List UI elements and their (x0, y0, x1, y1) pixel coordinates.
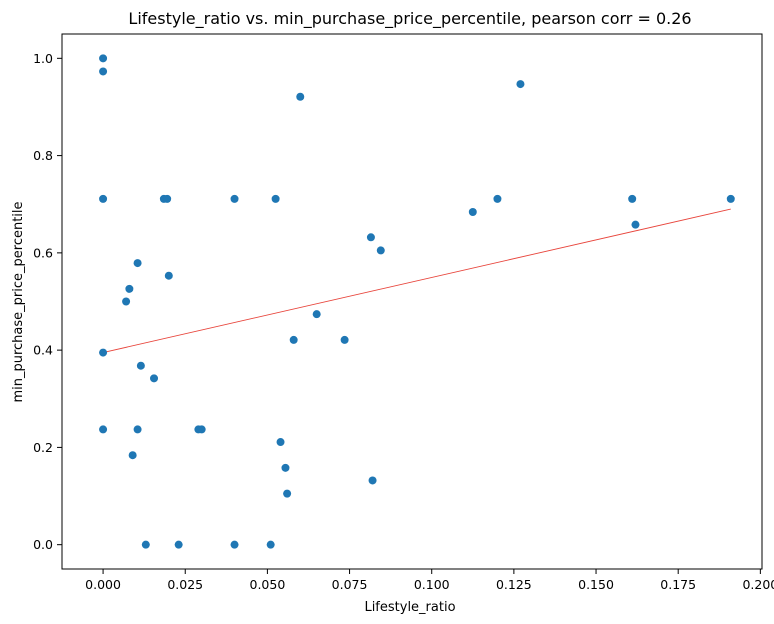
plot-area (61, 33, 763, 570)
x-tick-label: 0.100 (414, 577, 450, 592)
y-tick-label: 1.0 (33, 51, 53, 66)
y-tick-label: 0.8 (33, 148, 53, 163)
x-tick-label: 0.200 (742, 577, 774, 592)
x-tick-label: 0.050 (250, 577, 286, 592)
scatter-point (230, 194, 239, 203)
scatter-point (133, 259, 142, 268)
y-tick-label: 0.4 (33, 343, 53, 358)
scatter-point (468, 208, 477, 217)
trend-line (102, 208, 731, 354)
scatter-point (150, 374, 159, 383)
scatter-point (312, 310, 321, 319)
scatter-point (340, 335, 349, 344)
x-tick-label: 0.025 (167, 577, 203, 592)
scatter-point (174, 540, 183, 549)
x-tick-label: 0.000 (85, 577, 121, 592)
y-axis: 0.0 0.2 0.4 0.6 0.8 1.0 (33, 51, 62, 552)
x-tick-label: 0.075 (332, 577, 368, 592)
scatter-point (136, 361, 145, 370)
x-tick-label: 0.125 (496, 577, 532, 592)
x-axis-label: Lifestyle_ratio (364, 600, 455, 615)
scatter-point (628, 194, 637, 203)
scatter-point (283, 489, 292, 498)
scatter-point (276, 438, 285, 447)
x-tick-label: 0.175 (660, 577, 696, 592)
scatter-point (296, 92, 305, 101)
scatter-point (368, 476, 377, 485)
scatter-point (726, 194, 735, 203)
scatter-point (122, 297, 131, 306)
scatter-point (631, 220, 640, 229)
scatter-point (141, 540, 150, 549)
scatter-point (163, 194, 172, 203)
scatter-points (99, 54, 735, 549)
scatter-point (99, 348, 108, 357)
scatter-point (99, 67, 108, 76)
scatter-point (266, 540, 275, 549)
scatter-point (493, 194, 502, 203)
x-axis: 0.000 0.025 0.050 0.075 0.100 0.125 0.150 0.175… (85, 569, 774, 592)
scatter-point (366, 233, 375, 242)
scatter-point (197, 425, 206, 434)
scatter-point (133, 425, 142, 434)
scatter-point (99, 54, 108, 63)
trend-line-group (102, 208, 731, 354)
scatter-point (516, 80, 525, 89)
scatter-point (376, 246, 385, 255)
scatter-point (99, 425, 108, 434)
scatter-point (230, 540, 239, 549)
scatter-point (289, 335, 298, 344)
chart-title: Lifestyle_ratio vs. min_purchase_price_p… (128, 9, 691, 29)
scatter-point (128, 451, 137, 460)
scatter-point (271, 194, 280, 203)
y-tick-label: 0.0 (33, 537, 53, 552)
y-axis-label: min_purchase_price_percentile (11, 201, 26, 402)
scatter-point (99, 194, 108, 203)
y-tick-label: 0.2 (33, 440, 53, 455)
scatter-point (125, 284, 134, 293)
scatter-point (281, 463, 290, 472)
y-tick-label: 0.6 (33, 245, 53, 260)
scatter-point (164, 271, 173, 280)
x-tick-label: 0.150 (578, 577, 614, 592)
